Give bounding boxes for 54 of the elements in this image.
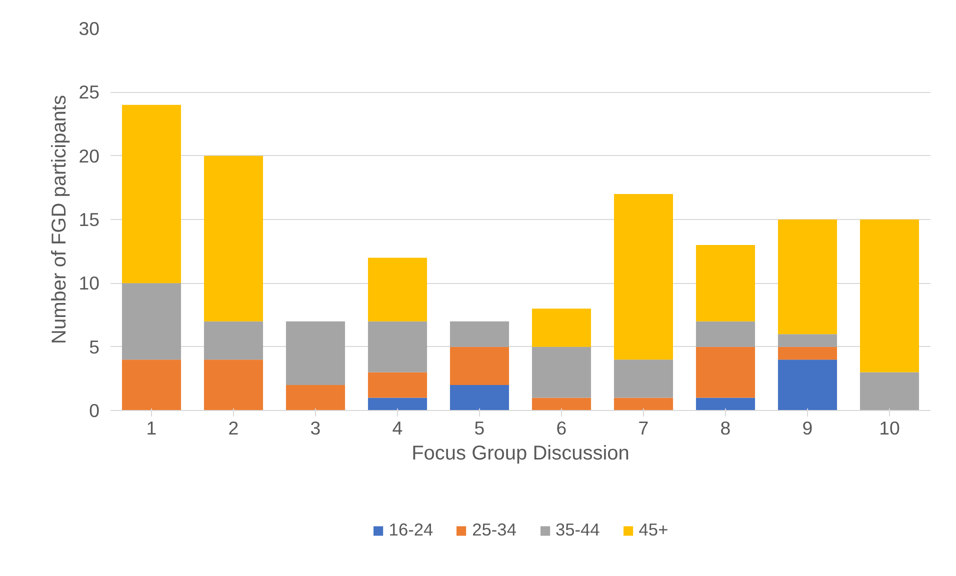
- bar: [778, 346, 838, 360]
- bar: [286, 321, 346, 386]
- bar: [532, 346, 592, 398]
- bar: [450, 321, 510, 347]
- bar: [122, 283, 182, 360]
- bar: [204, 360, 264, 410]
- legend-label: 16-24: [388, 520, 434, 540]
- bar: [368, 398, 428, 410]
- x-tick-label: 9: [802, 418, 813, 438]
- bar: [368, 321, 428, 372]
- x-tick-label: 5: [474, 418, 485, 438]
- x-tick-label: 1: [146, 418, 157, 438]
- bar: [778, 220, 838, 334]
- legend-label: 45+: [638, 520, 668, 540]
- bar: [204, 321, 264, 360]
- x-tick-label: 7: [638, 418, 649, 438]
- bar: [696, 346, 756, 398]
- y-tick-label: 5: [89, 336, 100, 358]
- legend-label: 25-34: [472, 520, 516, 540]
- bar: [696, 398, 756, 410]
- bar: [368, 372, 428, 398]
- bar: [204, 156, 264, 322]
- x-axis-title: Focus Group Discussion: [412, 442, 630, 464]
- bar: [122, 360, 182, 410]
- y-tick-label: 20: [78, 145, 100, 166]
- bar: [122, 104, 182, 284]
- bar: [450, 346, 510, 386]
- bar: [860, 372, 920, 410]
- bar: [696, 244, 756, 322]
- x-tick-label: 10: [879, 418, 900, 438]
- bar: [614, 360, 674, 398]
- bar: [614, 398, 674, 410]
- bar: [778, 360, 838, 410]
- y-tick-label: 10: [78, 272, 100, 294]
- bar: [450, 385, 510, 410]
- x-tick-label: 3: [310, 418, 321, 438]
- x-tick-label: 8: [720, 418, 731, 438]
- y-axis-title: Number of FGD participants: [48, 95, 71, 344]
- bar: [532, 308, 592, 347]
- bar: [696, 321, 756, 347]
- x-tick-label: 2: [228, 418, 239, 438]
- bar: [860, 220, 920, 372]
- bar: [368, 258, 428, 322]
- y-tick-label: 15: [78, 209, 100, 230]
- y-tick-label: 0: [89, 400, 100, 421]
- bar: [778, 334, 838, 347]
- legend-label: 35-44: [555, 520, 600, 540]
- bar: [532, 398, 592, 410]
- x-tick-label: 4: [392, 418, 403, 438]
- y-tick-label: 30: [78, 18, 100, 39]
- bar: [286, 385, 346, 410]
- bar: [614, 194, 674, 360]
- x-tick-label: 6: [556, 418, 567, 438]
- y-tick-label: 25: [78, 82, 100, 103]
